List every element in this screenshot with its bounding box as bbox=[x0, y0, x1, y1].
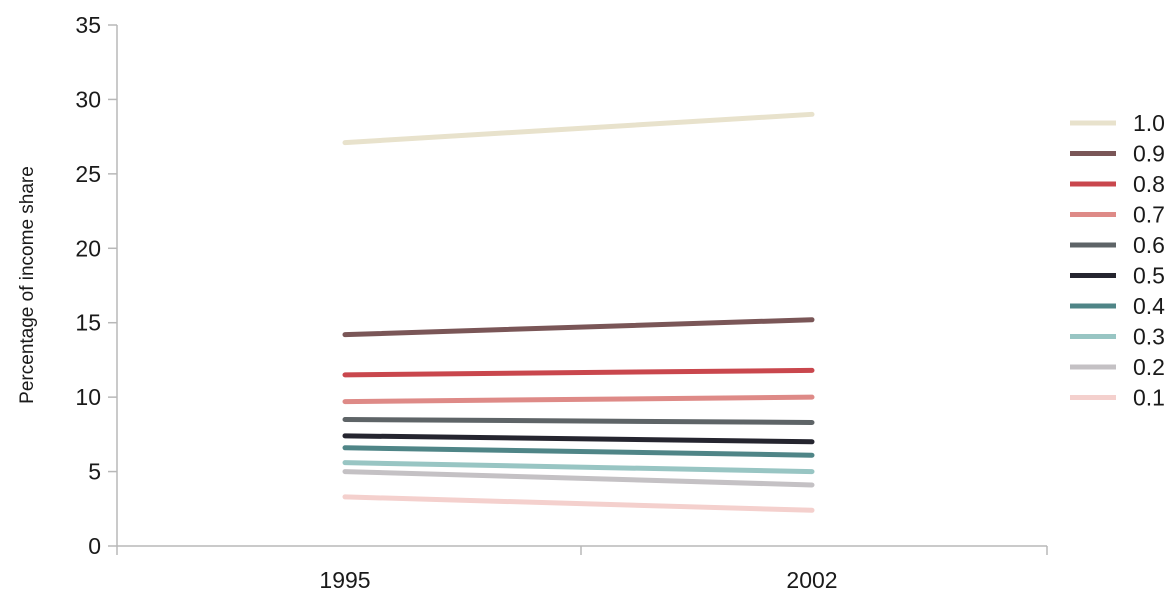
legend-label: 0.8 bbox=[1133, 171, 1165, 197]
x-tick-label: 2002 bbox=[786, 567, 837, 593]
x-tick-label: 1995 bbox=[319, 567, 370, 593]
series-line-0-7 bbox=[342, 394, 815, 405]
series-line-0-4 bbox=[342, 445, 815, 458]
y-axis: 0 5 10 15 20 25 30 35 bbox=[75, 12, 118, 559]
legend-label: 0.9 bbox=[1133, 141, 1165, 167]
legend-label: 0.1 bbox=[1133, 385, 1165, 411]
y-tick-label: 25 bbox=[75, 161, 101, 187]
x-axis: 1995 2002 bbox=[116, 545, 1048, 593]
series-line-0-8 bbox=[342, 367, 815, 378]
y-axis-title: Percentage of income share bbox=[17, 166, 38, 404]
series-line-1-0 bbox=[342, 111, 815, 146]
legend-label: 0.4 bbox=[1133, 293, 1165, 319]
legend-label: 0.7 bbox=[1133, 202, 1165, 228]
legend-label: 0.6 bbox=[1133, 232, 1165, 258]
y-tick-label: 0 bbox=[88, 533, 101, 559]
series-line-0-1 bbox=[342, 494, 815, 513]
y-tick-label: 10 bbox=[75, 384, 101, 410]
series-line-0-6 bbox=[342, 416, 815, 425]
legend-label: 0.2 bbox=[1133, 354, 1165, 380]
legend-label: 0.3 bbox=[1133, 324, 1165, 350]
series-line-0-5 bbox=[342, 433, 815, 445]
y-tick-label: 5 bbox=[88, 459, 101, 485]
series-line-0-2 bbox=[342, 469, 815, 488]
plot-lines bbox=[342, 111, 815, 513]
series-line-0-3 bbox=[342, 460, 815, 475]
y-tick-label: 35 bbox=[75, 12, 101, 38]
legend-label: 0.5 bbox=[1133, 263, 1165, 289]
y-tick-label: 15 bbox=[75, 310, 101, 336]
series-line-0-9 bbox=[342, 317, 815, 338]
legend-label: 1.0 bbox=[1133, 110, 1165, 136]
y-tick-label: 30 bbox=[75, 86, 101, 112]
y-tick-label: 20 bbox=[75, 235, 101, 261]
legend: 1.0 0.9 0.8 0.7 0.6 0.5 0.4 0.3 0.2 0.1 bbox=[1070, 110, 1165, 411]
